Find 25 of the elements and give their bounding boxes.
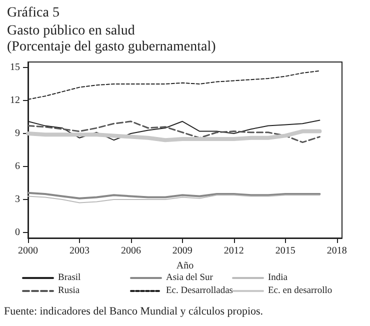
y-tick-label: 9 [15,128,20,139]
y-tick-label: 3 [15,194,20,205]
source-note: Fuente: indicadores del Banco Mundial y cálculos propios. [4,306,264,318]
legend-label: Ec. en desarrollo [268,286,332,296]
y-tick-label: 0 [15,227,20,238]
legend-label: India [268,273,288,283]
x-tick-label: 2006 [120,246,141,256]
x-tick-label: 2018 [326,246,347,256]
line-series [26,129,322,142]
legend-label: Brasil [58,273,82,283]
line-series [28,194,320,204]
legend-label: Rusia [58,286,80,296]
y-tick-label: 12 [10,95,20,106]
x-tick-label: 2003 [69,246,90,256]
x-tick-label: 2015 [275,246,296,256]
y-tick-label: 15 [10,62,20,73]
x-tick-label: 2012 [224,246,244,256]
legend-label: Ec. Desarrolladas [166,286,234,296]
legend-label: Asia del Sur [166,273,214,283]
chart-subtitle: Gasto público en salud (Porcentaje del gasto gubernamental) [7,24,216,54]
x-tick-label: 2009 [172,246,192,256]
y-tick-label: 6 [15,161,20,172]
chart-title: Gráfica 5 [7,6,60,20]
x-axis-title: Año [176,260,194,272]
x-tick-label: 2000 [18,246,38,256]
